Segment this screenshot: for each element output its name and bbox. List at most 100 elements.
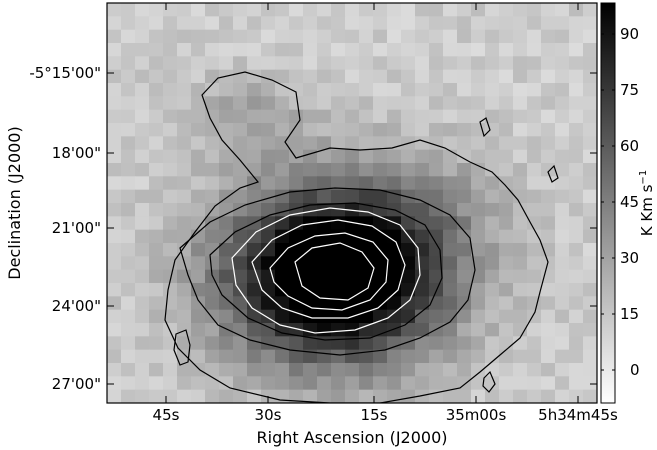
map-pixel xyxy=(513,256,528,271)
map-pixel xyxy=(121,283,136,297)
map-pixel xyxy=(527,269,542,284)
map-pixel xyxy=(177,29,192,44)
map-pixel xyxy=(555,69,570,84)
map-pixel xyxy=(387,29,402,44)
contour-white-4 xyxy=(294,242,375,301)
map-pixel xyxy=(261,176,276,191)
map-pixel xyxy=(191,189,206,204)
map-pixel xyxy=(471,96,486,111)
map-pixel xyxy=(457,136,472,151)
map-pixel xyxy=(275,189,290,204)
map-pixel xyxy=(261,203,276,217)
map-pixel xyxy=(513,243,528,257)
map-pixel xyxy=(471,149,486,164)
map-pixel xyxy=(527,296,542,311)
map-pixel xyxy=(233,229,248,244)
map-pixel xyxy=(429,216,444,231)
map-pixel xyxy=(359,3,374,17)
map-pixel xyxy=(429,163,444,177)
map-pixel xyxy=(527,16,542,31)
map-pixel xyxy=(303,69,318,84)
map-pixel xyxy=(121,96,136,111)
map-pixel xyxy=(303,123,318,137)
map-pixel xyxy=(499,376,514,391)
map-pixel xyxy=(359,176,374,191)
map-pixel xyxy=(415,323,430,337)
map-pixel xyxy=(247,56,262,71)
map-pixel xyxy=(317,96,332,111)
map-pixel xyxy=(149,269,164,284)
map-pixel xyxy=(541,296,556,311)
map-pixel xyxy=(191,136,206,151)
map-pixel xyxy=(387,323,402,337)
map-pixel xyxy=(121,323,136,337)
map-pixel xyxy=(289,256,304,271)
map-pixel xyxy=(513,376,528,391)
map-pixel xyxy=(163,83,178,97)
map-pixel xyxy=(499,296,514,311)
map-pixel xyxy=(345,123,360,137)
map-pixel xyxy=(345,29,360,44)
map-pixel xyxy=(401,296,416,311)
map-pixel xyxy=(373,163,388,177)
map-pixel xyxy=(331,363,346,377)
map-pixel xyxy=(177,69,192,84)
contour-lines xyxy=(164,71,559,403)
map-pixel xyxy=(219,176,234,191)
map-pixel xyxy=(177,363,192,377)
map-pixel xyxy=(443,96,458,111)
map-pixel xyxy=(261,189,276,204)
map-pixel xyxy=(275,123,290,137)
map-pixel xyxy=(457,309,472,324)
map-pixel xyxy=(191,389,206,403)
map-pixel xyxy=(247,283,262,297)
map-pixel xyxy=(415,269,430,284)
y-tick-label: 24'00" xyxy=(52,297,101,315)
map-pixel xyxy=(317,149,332,164)
map-pixel xyxy=(555,349,570,364)
map-pixel xyxy=(429,176,444,191)
map-pixel xyxy=(569,3,584,17)
map-pixel xyxy=(107,309,122,324)
map-pixel xyxy=(135,349,150,364)
contour-black-outer xyxy=(164,71,549,403)
map-pixel xyxy=(373,176,388,191)
map-pixel xyxy=(163,189,178,204)
map-pixel xyxy=(163,56,178,71)
map-pixel xyxy=(359,389,374,403)
map-pixel xyxy=(261,283,276,297)
map-pixel xyxy=(401,309,416,324)
map-pixel xyxy=(149,363,164,377)
map-pixel xyxy=(163,96,178,111)
map-pixel xyxy=(457,336,472,351)
map-pixel xyxy=(149,323,164,337)
map-pixel xyxy=(387,109,402,124)
map-pixel xyxy=(135,229,150,244)
map-pixel xyxy=(135,256,150,271)
map-pixel xyxy=(499,389,514,403)
contour-white-2 xyxy=(251,219,406,319)
map-pixel xyxy=(205,176,220,191)
map-pixel xyxy=(261,376,276,391)
map-pixel xyxy=(107,216,122,231)
map-pixel xyxy=(219,29,234,44)
map-pixel xyxy=(401,56,416,71)
map-pixel xyxy=(191,96,206,111)
map-pixel xyxy=(387,376,402,391)
map-pixel xyxy=(219,309,234,324)
map-pixel xyxy=(485,149,500,164)
map-pixel xyxy=(331,203,346,217)
contour-white-3 xyxy=(269,232,389,311)
map-pixel xyxy=(219,56,234,71)
map-pixel xyxy=(163,243,178,257)
map-pixel xyxy=(429,189,444,204)
map-pixel xyxy=(261,43,276,57)
map-pixel xyxy=(443,389,458,403)
map-pixel xyxy=(107,56,122,71)
map-pixel xyxy=(107,69,122,84)
map-pixel xyxy=(177,3,192,17)
map-pixel xyxy=(429,269,444,284)
map-pixel xyxy=(303,176,318,191)
map-pixel xyxy=(261,296,276,311)
map-pixel xyxy=(191,336,206,351)
